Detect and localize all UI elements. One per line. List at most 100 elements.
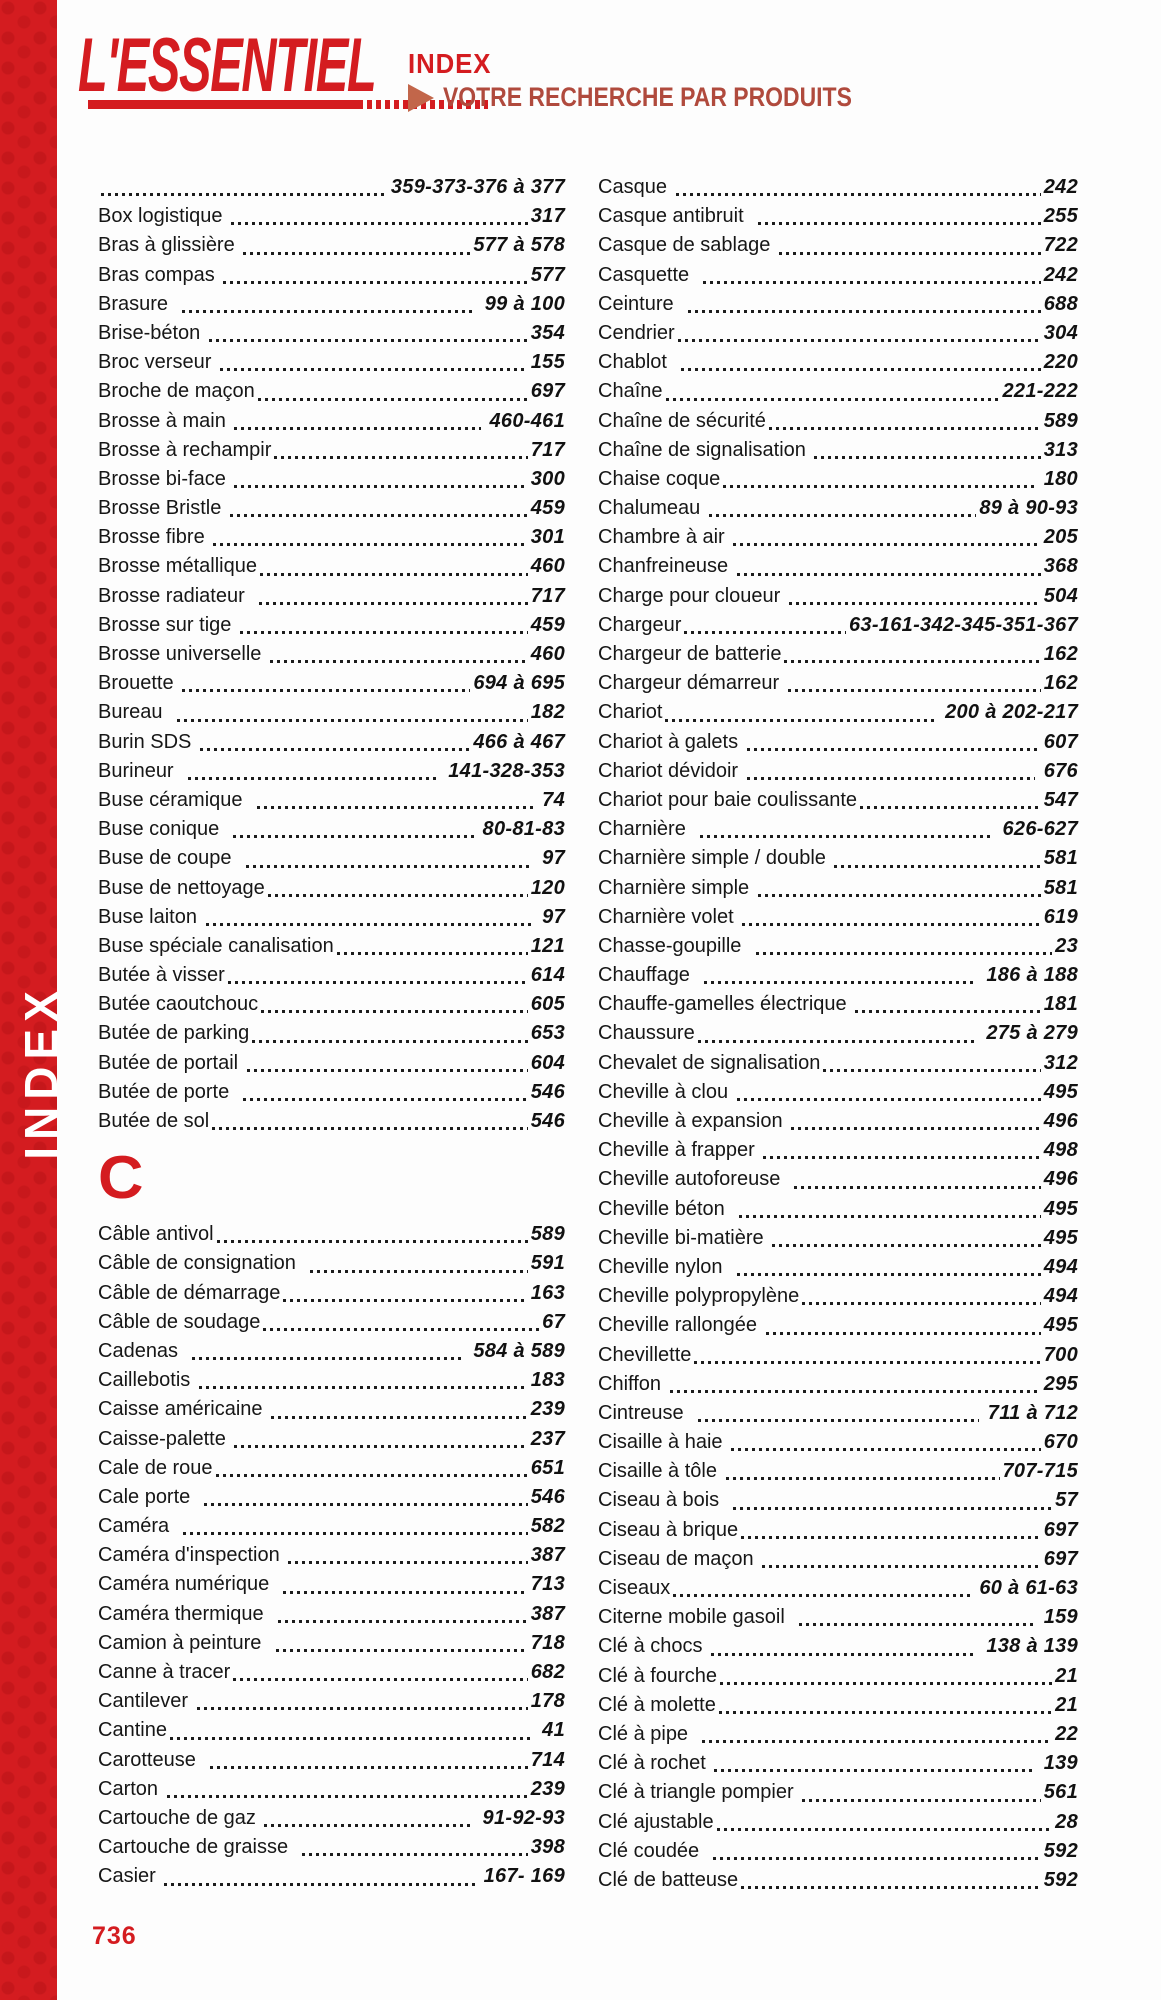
entry-pages: 496 bbox=[1043, 1110, 1078, 1132]
dotted-leader bbox=[739, 903, 1044, 932]
dotted-leader bbox=[230, 815, 476, 844]
entry-pages: 577 bbox=[530, 263, 565, 286]
index-entry: Brise-béton 354 bbox=[98, 319, 565, 348]
entry-pages: 697 bbox=[1043, 1518, 1078, 1541]
entry-pages: 237 bbox=[530, 1427, 565, 1450]
index-entry: Chargeur démarreur 162 bbox=[598, 669, 1078, 698]
entry-pages: 614 bbox=[530, 964, 565, 987]
entry-label: Brosse radiateur bbox=[98, 584, 256, 607]
index-entry: Chaîne 221-222 bbox=[598, 377, 1078, 406]
index-entry: Camion à peinture 718 bbox=[98, 1629, 565, 1658]
index-entry: Clé de batteuse 592 bbox=[598, 1866, 1078, 1895]
entry-label: Buse laiton bbox=[98, 905, 203, 928]
dotted-leader bbox=[738, 1516, 1044, 1545]
dotted-leader bbox=[231, 465, 530, 494]
entry-label: Chaîne de signalisation bbox=[598, 438, 812, 461]
dotted-leader bbox=[799, 1282, 1043, 1311]
dotted-leader bbox=[285, 1541, 530, 1570]
dotted-leader bbox=[706, 494, 980, 523]
entry-pages: 162 bbox=[1043, 672, 1078, 695]
index-entry: Butée à visser 614 bbox=[98, 961, 565, 990]
index-entry: Bras compas 577 bbox=[98, 261, 565, 290]
dotted-leader bbox=[710, 1837, 1043, 1866]
entry-pages: 178 bbox=[530, 1690, 565, 1713]
entry-label: Cheville autoforeuse bbox=[598, 1168, 792, 1191]
entry-label: Butée caoutchouc bbox=[98, 993, 259, 1016]
entry-label: Chariot pour baie coulissante bbox=[598, 788, 858, 811]
index-entry: Cheville autoforeuse 496 bbox=[598, 1165, 1078, 1194]
entry-label: Casque de sablage bbox=[598, 234, 776, 257]
dotted-leader bbox=[791, 1165, 1043, 1194]
entry-label: Chargeur bbox=[598, 613, 682, 636]
dotted-leader bbox=[161, 1862, 477, 1891]
dotted-leader bbox=[220, 261, 530, 290]
entry-label: Butée de parking bbox=[98, 1022, 250, 1045]
index-entry: Clé ajustable 28 bbox=[598, 1808, 1078, 1837]
entry-label: Cheville nylon bbox=[598, 1255, 734, 1278]
index-entry: Caméra thermique 387 bbox=[98, 1600, 565, 1629]
dotted-leader bbox=[227, 494, 531, 523]
dotted-leader bbox=[167, 1716, 536, 1745]
index-entry: Brosse sur tige 459 bbox=[98, 611, 565, 640]
index-entry: Brosse fibre 301 bbox=[98, 523, 565, 552]
entry-label: Cheville à expansion bbox=[598, 1110, 789, 1132]
entry-label: Caméra d'inspection bbox=[98, 1544, 286, 1567]
entry-label: Brosse à rechampir bbox=[98, 438, 272, 461]
dotted-leader bbox=[280, 1570, 530, 1599]
entry-label: Clé à chocs bbox=[598, 1635, 709, 1658]
entry-label: Clé de batteuse bbox=[598, 1868, 739, 1891]
entry-pages: 670 bbox=[1043, 1431, 1078, 1454]
brand-logo-text: L'ESSENTIEL bbox=[78, 23, 377, 108]
entry-label: Brosse métallique bbox=[98, 555, 257, 578]
entry-label: Chiffon bbox=[598, 1372, 667, 1395]
entry-label: Câble de démarrage bbox=[98, 1281, 281, 1304]
entry-pages: 317 bbox=[530, 205, 565, 228]
entry-label: Caillebotis bbox=[98, 1369, 196, 1392]
index-entry: Brosse métallique 460 bbox=[98, 552, 565, 581]
index-entry: Butée de porte 546 bbox=[98, 1078, 565, 1107]
entry-pages: 694 à 695 bbox=[473, 672, 565, 695]
index-entry: Chevalet de signalisation 312 bbox=[598, 1049, 1078, 1078]
index-entry: Buse céramique 74 bbox=[98, 786, 565, 815]
dotted-leader bbox=[237, 611, 531, 640]
entry-pages: 718 bbox=[530, 1631, 565, 1654]
entry-pages: 121 bbox=[530, 934, 565, 957]
dotted-leader bbox=[738, 1866, 1044, 1895]
dotted-leader bbox=[717, 1662, 1055, 1691]
index-entry: Caisse américaine 239 bbox=[98, 1395, 565, 1424]
index-entry: Charnière volet 619 bbox=[598, 903, 1078, 932]
dotted-leader bbox=[678, 348, 1044, 377]
index-entry: Box logistique 317 bbox=[98, 202, 565, 231]
entry-label: Buse de coupe bbox=[98, 847, 243, 870]
index-entry: Clé coudée 592 bbox=[598, 1837, 1078, 1866]
entry-pages: 387 bbox=[530, 1602, 565, 1625]
entry-pages: 619 bbox=[1043, 905, 1078, 928]
dotted-leader bbox=[164, 1775, 531, 1804]
dotted-leader bbox=[299, 1833, 530, 1862]
index-entry: Butée caoutchouc 605 bbox=[98, 990, 565, 1019]
entry-label: Câble de consignation bbox=[98, 1252, 308, 1275]
entry-label: Clé coudée bbox=[598, 1839, 711, 1862]
index-entry: Buse spéciale canalisation 121 bbox=[98, 932, 565, 961]
entry-pages: 584 à 589 bbox=[467, 1339, 565, 1362]
entry-label: Bras compas bbox=[98, 263, 221, 286]
entry-pages: 301 bbox=[530, 526, 565, 549]
dotted-leader bbox=[280, 1279, 530, 1308]
dotted-leader bbox=[225, 961, 531, 990]
index-entry: Cisaille à haie 670 bbox=[598, 1428, 1078, 1457]
entry-pages: 22 bbox=[1055, 1722, 1078, 1745]
index-column-right: Casque 242 Casque antibruit 255 Casque d… bbox=[598, 173, 1078, 1895]
entry-label: Charnière simple bbox=[598, 876, 755, 899]
entry-pages: 592 bbox=[1043, 1839, 1078, 1862]
dotted-leader bbox=[711, 1749, 1037, 1778]
entry-pages: 120 bbox=[530, 876, 565, 899]
entry-pages: 182 bbox=[530, 701, 565, 724]
entry-pages: 495 bbox=[1043, 1080, 1078, 1103]
entry-label: Brise-béton bbox=[98, 321, 206, 344]
entry-pages: 162 bbox=[1043, 643, 1078, 665]
dotted-leader bbox=[769, 1224, 1044, 1253]
entry-pages: 676 bbox=[1037, 759, 1078, 782]
dotted-leader bbox=[244, 1049, 531, 1078]
entry-label: Cantine bbox=[98, 1719, 167, 1742]
entry-pages: 722 bbox=[1043, 234, 1078, 257]
